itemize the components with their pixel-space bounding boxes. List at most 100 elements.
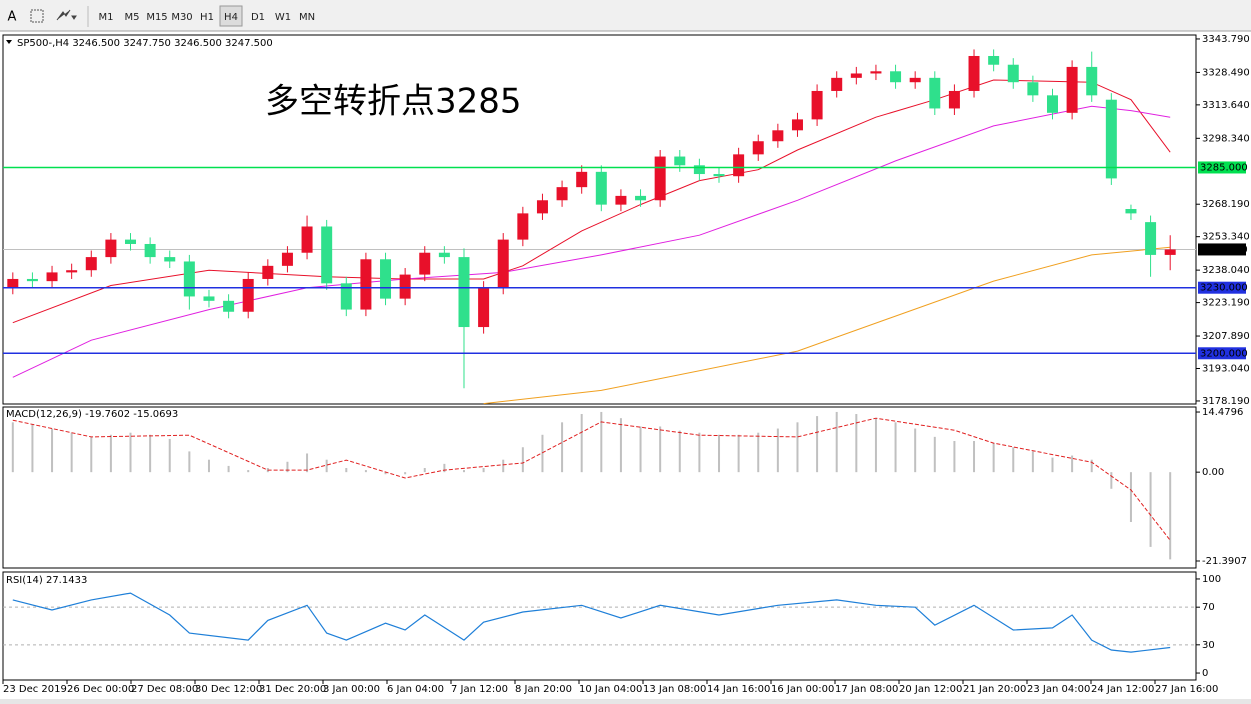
macd-bar <box>51 428 54 473</box>
y-tick-label: 3178.190 <box>1202 396 1250 407</box>
x-tick-label: 21 Jan 20:00 <box>963 684 1026 695</box>
candle-body <box>536 200 548 214</box>
macd-bar <box>207 459 210 473</box>
rsi-title: RSI(14) 27.1433 <box>6 575 87 586</box>
macd-bar <box>109 434 112 473</box>
candle-body <box>85 257 97 271</box>
macd-bar <box>1110 472 1113 489</box>
macd-bar <box>874 418 877 473</box>
candle-body <box>615 195 627 205</box>
macd-bar <box>188 451 191 473</box>
timeframe-button[interactable]: H4 <box>224 12 238 23</box>
macd-bar <box>757 432 760 473</box>
candle-body <box>988 55 1000 65</box>
rsi-line <box>12 592 1171 653</box>
level-label-box <box>1198 347 1246 360</box>
macd-bar <box>149 434 152 473</box>
y-tick-label: 3268.190 <box>1202 199 1250 210</box>
candle-body <box>1125 209 1137 214</box>
macd-bar <box>639 426 642 473</box>
macd-bar <box>1090 459 1093 473</box>
x-tick-label: 27 Dec 08:00 <box>131 684 198 695</box>
candle-body <box>811 90 823 120</box>
label-tool[interactable] <box>30 9 44 23</box>
candle-body <box>1007 64 1019 83</box>
arrow-tool[interactable] <box>56 9 77 21</box>
macd-bar <box>286 461 289 473</box>
macd-bar <box>678 430 681 473</box>
candle-body <box>262 265 274 279</box>
candle-body <box>1105 99 1117 179</box>
y-tick-label: 3223.190 <box>1202 298 1250 309</box>
level-label-box <box>1198 161 1246 174</box>
macd-bar <box>973 441 976 473</box>
y-tick-label: 30 <box>1202 640 1215 651</box>
candle-body <box>380 259 392 299</box>
macd-bar <box>737 434 740 473</box>
x-tick-label: 17 Jan 08:00 <box>835 684 898 695</box>
candle-body <box>635 195 647 201</box>
candle-body <box>576 171 588 188</box>
annotation: 多空转折点3285 <box>265 82 522 122</box>
timeframe-button[interactable]: MN <box>299 12 315 23</box>
macd-bar <box>404 472 407 475</box>
candle-body <box>66 270 78 273</box>
candle-body <box>909 77 921 83</box>
main-title: SP500-,H4 3246.500 3247.750 3246.500 324… <box>17 38 273 49</box>
moving-average <box>483 246 1171 405</box>
timeframe-button[interactable]: H1 <box>200 12 214 23</box>
y-tick-label: 3313.640 <box>1202 100 1250 111</box>
candle-body <box>125 239 137 244</box>
macd-panel <box>2 406 1197 569</box>
macd-bar <box>718 434 721 473</box>
candle-body <box>595 171 607 205</box>
candle-body <box>46 272 58 282</box>
candle-body <box>850 73 862 78</box>
macd-bar <box>1031 451 1034 473</box>
moving-average <box>12 105 1171 378</box>
macd-bar <box>129 432 132 473</box>
macd-bar <box>345 468 348 473</box>
y-tick-label: 14.4796 <box>1202 407 1243 418</box>
timeframe-button[interactable]: M1 <box>99 12 114 23</box>
macd-bar <box>914 428 917 473</box>
macd-bar <box>992 443 995 473</box>
macd-bar <box>227 465 230 473</box>
candle-body <box>478 287 490 328</box>
y-tick-label: 0 <box>1202 668 1208 679</box>
x-tick-label: 30 Dec 12:00 <box>195 684 262 695</box>
candle-body <box>144 243 156 258</box>
x-tick-label: 3 Jan 00:00 <box>323 684 380 695</box>
candle-body <box>791 119 803 131</box>
y-tick-label: 100 <box>1202 574 1221 585</box>
candle-body <box>831 77 843 91</box>
timeframe-button[interactable]: M15 <box>146 12 167 23</box>
x-tick-label: 16 Jan 00:00 <box>771 684 834 695</box>
macd-bar <box>1051 457 1054 473</box>
macd-bar <box>1071 455 1074 473</box>
level-label: 3230.000 <box>1200 283 1248 294</box>
timeframe-selected <box>219 5 243 27</box>
timeframe-button[interactable]: M30 <box>171 12 192 23</box>
candle-body <box>321 226 333 284</box>
macd-bar <box>816 416 819 473</box>
y-tick-label: -21.3907 <box>1202 556 1247 567</box>
toolbar <box>0 0 1251 31</box>
y-tick-label: 3253.340 <box>1202 232 1250 243</box>
status-strip <box>0 699 1251 704</box>
macd-bar <box>953 441 956 473</box>
x-tick-label: 6 Jan 04:00 <box>387 684 444 695</box>
macd-bar <box>423 468 426 473</box>
text-tool[interactable]: A <box>8 10 17 25</box>
y-tick-label: 3238.040 <box>1202 265 1250 276</box>
timeframe-button[interactable]: W1 <box>275 12 291 23</box>
macd-bar <box>521 447 524 473</box>
candle-body <box>458 257 470 328</box>
macd-bar <box>384 472 387 475</box>
last-price-box <box>1198 243 1246 256</box>
timeframe-button[interactable]: D1 <box>251 12 265 23</box>
candle-body <box>713 174 725 177</box>
timeframe-button[interactable]: M5 <box>125 12 140 23</box>
macd-bar <box>31 424 34 473</box>
